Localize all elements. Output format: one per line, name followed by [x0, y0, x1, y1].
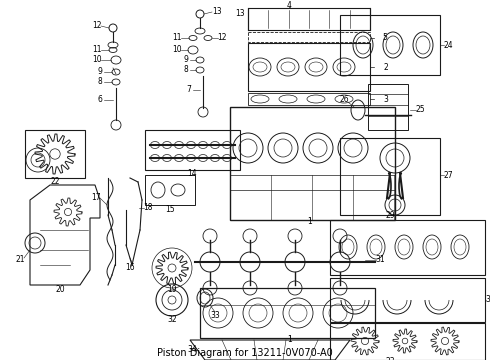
Text: Piston Diagram for 13211-0V070-A0: Piston Diagram for 13211-0V070-A0	[157, 348, 333, 358]
Text: 10: 10	[172, 45, 182, 54]
Bar	[330, 220, 485, 275]
Text: 17: 17	[91, 194, 101, 202]
Text: 1: 1	[308, 217, 313, 226]
Text: 10: 10	[92, 55, 102, 64]
Text: 32: 32	[167, 315, 177, 324]
Text: 29: 29	[385, 211, 395, 220]
Text: 6: 6	[98, 95, 102, 104]
Bar	[248, 43, 370, 91]
Text: 12: 12	[217, 33, 227, 42]
Text: 34: 34	[187, 346, 197, 355]
Text: 4: 4	[287, 0, 292, 9]
Text: 20: 20	[55, 285, 65, 294]
Text: 13: 13	[212, 8, 222, 17]
Bar	[368, 84, 408, 130]
Text: 22: 22	[50, 177, 60, 186]
Text: 19: 19	[167, 285, 177, 294]
Text: 33: 33	[210, 310, 220, 320]
Text: 25: 25	[415, 105, 425, 114]
Bar	[200, 288, 375, 338]
Bar	[340, 138, 440, 215]
Text: 26: 26	[339, 95, 349, 104]
Text: 5: 5	[383, 33, 388, 42]
Text: 8: 8	[184, 66, 188, 75]
Bar	[340, 15, 440, 75]
Bar	[145, 130, 240, 170]
Text: 1: 1	[288, 336, 293, 345]
Bar	[25, 130, 85, 178]
Text: 9: 9	[98, 68, 102, 77]
Bar	[248, 93, 370, 105]
Bar	[145, 175, 195, 205]
Text: 16: 16	[125, 264, 135, 273]
Text: 14: 14	[187, 170, 197, 179]
Bar	[248, 8, 370, 30]
Text: 11: 11	[172, 33, 182, 42]
Text: 27: 27	[443, 171, 453, 180]
Text: 13: 13	[235, 9, 245, 18]
Bar	[330, 278, 485, 322]
Text: 8: 8	[98, 77, 102, 86]
Text: 7: 7	[187, 85, 192, 94]
Text: 12: 12	[92, 22, 102, 31]
Text: 23: 23	[385, 357, 395, 360]
Bar	[330, 323, 485, 360]
Bar	[248, 32, 370, 42]
Text: 21: 21	[15, 256, 25, 265]
Bar	[230, 107, 395, 220]
Text: 9: 9	[184, 55, 189, 64]
Text: 30: 30	[485, 296, 490, 305]
Text: 2: 2	[384, 63, 389, 72]
Text: 24: 24	[443, 40, 453, 49]
Text: 11: 11	[92, 45, 102, 54]
Text: 31: 31	[375, 256, 385, 265]
Text: 15: 15	[165, 204, 175, 213]
Text: 18: 18	[143, 203, 153, 212]
Text: 3: 3	[384, 94, 389, 104]
